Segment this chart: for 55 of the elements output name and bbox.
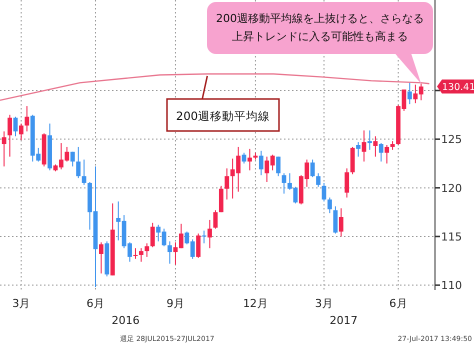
x-tick-label: 3月 bbox=[315, 297, 334, 310]
candlestick bbox=[19, 123, 24, 141]
candlestick bbox=[150, 222, 155, 248]
candlestick bbox=[76, 146, 81, 179]
candlestick bbox=[362, 130, 366, 162]
candlestick bbox=[13, 116, 18, 137]
candlestick bbox=[310, 159, 315, 178]
x2-tick-label: 2016 bbox=[112, 314, 140, 327]
x-tick-label: 12月 bbox=[242, 297, 268, 310]
x-tick-label: 6月 bbox=[389, 297, 408, 310]
candlestick bbox=[373, 136, 378, 158]
candlestick bbox=[242, 152, 246, 164]
x-tick-label: 9月 bbox=[166, 297, 184, 310]
annotation: 200週移動平均線 bbox=[176, 109, 270, 123]
candlestick bbox=[338, 208, 344, 237]
candlestick bbox=[218, 185, 224, 213]
candlestick bbox=[82, 159, 86, 186]
candlestick bbox=[328, 197, 332, 214]
x-tick-label: 6月 bbox=[86, 297, 104, 310]
candlestick bbox=[8, 114, 12, 158]
candlestick bbox=[356, 142, 360, 158]
candlestick bbox=[224, 168, 230, 200]
candlestick bbox=[322, 182, 326, 202]
candlestick bbox=[282, 172, 286, 194]
y-tick-label: 115 bbox=[441, 230, 462, 244]
candlestick bbox=[144, 242, 150, 258]
candlestick bbox=[168, 240, 172, 264]
candlestick bbox=[70, 151, 75, 167]
y-tick-label: 110 bbox=[441, 279, 462, 292]
candlestick bbox=[213, 210, 218, 230]
candlestick bbox=[24, 106, 30, 132]
candlestick bbox=[344, 168, 350, 198]
candlestick bbox=[333, 206, 338, 234]
candlestick bbox=[2, 130, 6, 167]
candlestick bbox=[99, 242, 104, 274]
price-tag: 130.41 bbox=[437, 80, 475, 94]
x2-tick-label: 2017 bbox=[330, 314, 358, 327]
candlestick bbox=[258, 150, 264, 176]
candlestick bbox=[196, 233, 201, 258]
y-tick-label: 125 bbox=[441, 133, 462, 146]
candlestick bbox=[208, 219, 212, 249]
candlestick bbox=[384, 144, 390, 164]
candlestick bbox=[138, 248, 144, 262]
annotation: 130.41 bbox=[442, 82, 475, 94]
candlestick bbox=[378, 142, 384, 162]
y-tick-label: 120 bbox=[441, 182, 462, 195]
candlestick bbox=[368, 130, 372, 150]
candlestick bbox=[276, 156, 280, 177]
candlestick bbox=[408, 82, 412, 105]
candlestick bbox=[316, 172, 320, 188]
x-tick-label: 3月 bbox=[12, 297, 30, 310]
annotation: 200週移動平均線を上抜けると、さらなる上昇トレンドに入る可能性も高まる bbox=[216, 12, 424, 43]
callout: 200週移動平均線を上抜けると、さらなる上昇トレンドに入る可能性も高まる bbox=[207, 2, 433, 84]
line-series bbox=[0, 73, 430, 101]
candlestick bbox=[248, 148, 252, 171]
